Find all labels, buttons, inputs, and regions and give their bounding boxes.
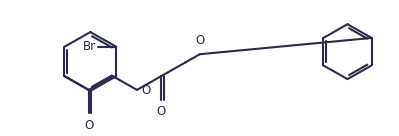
Text: O: O: [156, 105, 166, 118]
Text: Br: Br: [83, 40, 96, 53]
Text: O: O: [141, 84, 150, 97]
Text: O: O: [84, 119, 93, 132]
Text: O: O: [195, 34, 204, 47]
